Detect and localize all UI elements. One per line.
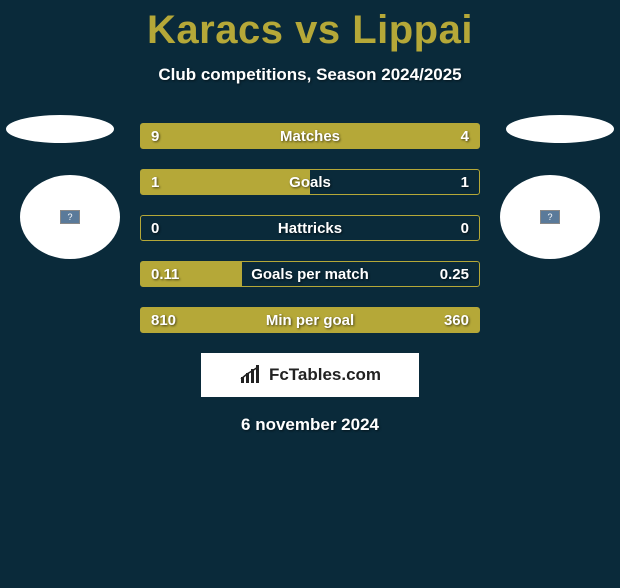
stat-label: Goals per match bbox=[251, 266, 369, 283]
stats-area: 9 Matches 4 1 Goals 1 0 Hattricks 0 0.11… bbox=[0, 123, 620, 435]
date-text: 6 november 2024 bbox=[0, 415, 620, 435]
stat-value-left: 1 bbox=[151, 174, 159, 191]
player-left-avatar bbox=[20, 175, 120, 259]
stat-value-left: 9 bbox=[151, 128, 159, 145]
stat-value-right: 1 bbox=[461, 174, 469, 191]
brand-chart-icon bbox=[239, 365, 265, 385]
brand-badge[interactable]: FcTables.com bbox=[201, 353, 419, 397]
stat-value-right: 0 bbox=[461, 220, 469, 237]
player-right-ellipse bbox=[506, 115, 614, 143]
stat-label: Hattricks bbox=[278, 220, 342, 237]
stat-value-left: 0.11 bbox=[151, 266, 179, 283]
page-title: Karacs vs Lippai bbox=[0, 8, 620, 53]
stat-row: 0 Hattricks 0 bbox=[140, 215, 480, 241]
stat-value-left: 0 bbox=[151, 220, 159, 237]
placeholder-icon bbox=[60, 210, 80, 224]
placeholder-icon bbox=[540, 210, 560, 224]
brand-text: FcTables.com bbox=[269, 365, 381, 385]
stat-value-right: 0.25 bbox=[440, 266, 469, 283]
stat-label: Goals bbox=[289, 174, 331, 191]
player-right-avatar bbox=[500, 175, 600, 259]
page-subtitle: Club competitions, Season 2024/2025 bbox=[0, 65, 620, 85]
stat-row: 810 Min per goal 360 bbox=[140, 307, 480, 333]
stat-row: 1 Goals 1 bbox=[140, 169, 480, 195]
stat-label: Matches bbox=[280, 128, 340, 145]
stat-value-right: 360 bbox=[444, 312, 469, 329]
stat-label: Min per goal bbox=[266, 312, 354, 329]
stat-bar-left bbox=[141, 170, 310, 194]
stat-value-left: 810 bbox=[151, 312, 176, 329]
stat-value-right: 4 bbox=[461, 128, 469, 145]
stat-row: 9 Matches 4 bbox=[140, 123, 480, 149]
stat-row: 0.11 Goals per match 0.25 bbox=[140, 261, 480, 287]
player-left-ellipse bbox=[6, 115, 114, 143]
